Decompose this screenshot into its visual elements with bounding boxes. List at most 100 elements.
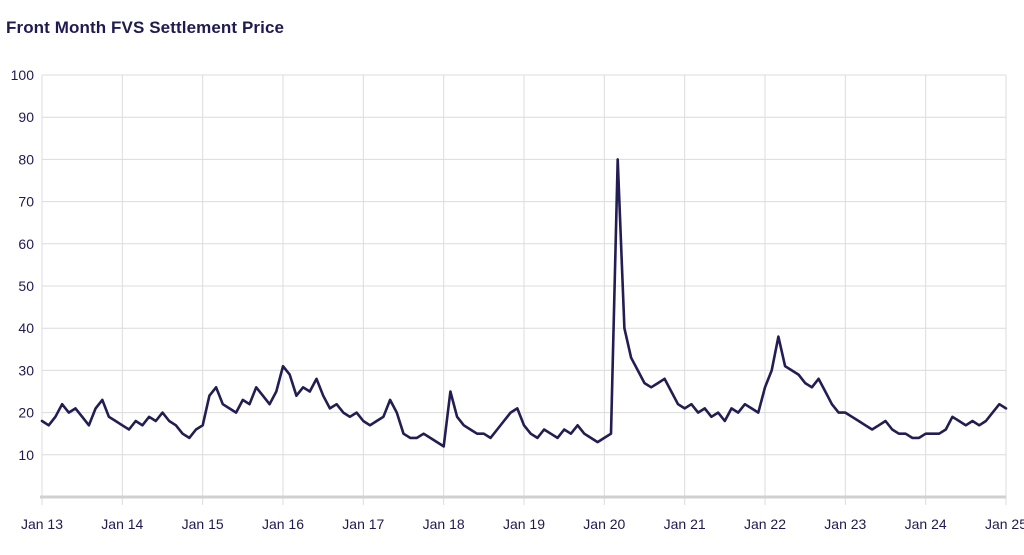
data-point — [771, 369, 773, 371]
series-line-0 — [40, 158, 1008, 448]
data-point — [1005, 407, 1007, 409]
data-point — [704, 407, 706, 409]
data-point — [489, 437, 491, 439]
data-point — [530, 433, 532, 435]
data-point — [61, 403, 63, 405]
y-tick-label: 30 — [18, 362, 34, 378]
data-point — [369, 424, 371, 426]
data-point — [262, 395, 264, 397]
data-point — [282, 365, 284, 367]
data-point — [469, 428, 471, 430]
data-point — [884, 420, 886, 422]
data-point — [181, 433, 183, 435]
x-tick-label: Jan 22 — [744, 516, 786, 532]
data-point — [730, 407, 732, 409]
data-point — [74, 407, 76, 409]
data-point — [315, 378, 317, 380]
data-point — [148, 416, 150, 418]
data-point — [295, 395, 297, 397]
x-tick-label: Jan 24 — [905, 516, 947, 532]
data-point — [463, 424, 465, 426]
x-tick-label: Jan 14 — [101, 516, 143, 532]
data-point — [871, 428, 873, 430]
data-point — [476, 433, 478, 435]
data-point — [958, 420, 960, 422]
data-point — [650, 386, 652, 388]
data-point — [945, 428, 947, 430]
data-point — [242, 399, 244, 401]
data-point — [851, 416, 853, 418]
data-point — [831, 403, 833, 405]
data-point — [175, 424, 177, 426]
x-tick-label: Jan 17 — [342, 516, 384, 532]
data-point — [824, 390, 826, 392]
data-point — [402, 433, 404, 435]
data-point — [396, 411, 398, 413]
data-point — [449, 390, 451, 392]
data-point — [550, 433, 552, 435]
data-point — [784, 365, 786, 367]
data-point — [48, 424, 50, 426]
data-point — [268, 403, 270, 405]
x-axis-tick-labels: Jan 13 Jan 14 Jan 15 Jan 16 Jan 17 Jan 18 Jan … — [21, 516, 1024, 532]
data-point — [302, 386, 304, 388]
y-tick-label: 20 — [18, 405, 34, 421]
y-tick-label: 80 — [18, 151, 34, 167]
data-point — [583, 433, 585, 435]
data-point — [576, 424, 578, 426]
data-point — [161, 411, 163, 413]
data-point — [108, 416, 110, 418]
data-point — [429, 437, 431, 439]
data-point — [858, 420, 860, 422]
data-point — [750, 407, 752, 409]
data-point — [965, 424, 967, 426]
data-point — [610, 433, 612, 435]
data-point — [978, 424, 980, 426]
data-point — [121, 424, 123, 426]
data-point — [657, 382, 659, 384]
data-point — [670, 390, 672, 392]
data-point — [911, 437, 913, 439]
data-point — [443, 445, 445, 447]
data-point — [523, 424, 525, 426]
data-point — [985, 420, 987, 422]
data-point — [389, 399, 391, 401]
data-point — [215, 386, 217, 388]
y-axis-tick-labels: 10 20 30 40 50 60 70 80 90 100 — [11, 67, 35, 463]
data-point — [717, 411, 719, 413]
data-point — [878, 424, 880, 426]
data-point — [101, 399, 103, 401]
data-point — [844, 411, 846, 413]
data-point — [951, 416, 953, 418]
data-point — [355, 411, 357, 413]
data-point — [329, 407, 331, 409]
data-point — [684, 407, 686, 409]
data-point — [904, 433, 906, 435]
data-point — [228, 407, 230, 409]
data-point — [991, 411, 993, 413]
data-point — [222, 403, 224, 405]
data-point — [764, 386, 766, 388]
data-point — [556, 437, 558, 439]
data-point — [757, 411, 759, 413]
data-point — [724, 420, 726, 422]
y-tick-label: 60 — [18, 236, 34, 252]
x-tick-label: Jan 23 — [824, 516, 866, 532]
x-tick-label: Jan 16 — [262, 516, 304, 532]
data-point — [663, 378, 665, 380]
data-point — [362, 420, 364, 422]
data-point — [208, 395, 210, 397]
series-layer — [40, 158, 1008, 448]
data-point — [690, 403, 692, 405]
data-point — [483, 433, 485, 435]
data-point — [637, 369, 639, 371]
data-point — [416, 437, 418, 439]
data-point — [275, 390, 277, 392]
data-point — [543, 428, 545, 430]
data-point — [168, 420, 170, 422]
data-point — [643, 382, 645, 384]
x-tick-label: Jan 20 — [583, 516, 625, 532]
data-point — [918, 437, 920, 439]
data-point — [837, 411, 839, 413]
